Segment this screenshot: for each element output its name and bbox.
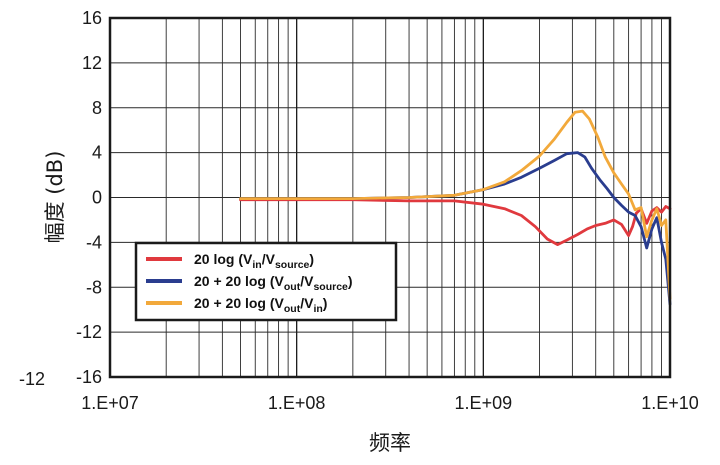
legend: 20 log (Vin/Vsource)20 + 20 log (Vout/Vs…: [134, 241, 398, 322]
y-tick-label: 12: [82, 53, 102, 73]
series-line-1: [239, 198, 672, 247]
tick-labels: 16 12 8 4 0 -4 -8 -12 -16 1.E+07 1.E+08 1.E+09 1.E+1…: [76, 8, 699, 413]
x-tick-label: 1.E+08: [268, 393, 326, 413]
y-tick-label: -16: [76, 367, 102, 387]
y-tick-label: 8: [92, 98, 102, 118]
y-tick-label: 4: [92, 143, 102, 163]
x-tick-label: 1.E+10: [641, 393, 699, 413]
legend-label-3: 20 + 20 log (Vout/Vin): [194, 295, 327, 315]
series-line-3: [239, 109, 672, 300]
y-tick-label: 16: [82, 8, 102, 28]
extra-left-label: -12: [19, 369, 45, 389]
y-tick-label: -4: [86, 232, 102, 252]
legend-label-2: 20 + 20 log (Vout/Vsource): [194, 273, 353, 293]
y-tick-label: -12: [76, 322, 102, 342]
x-tick-label: 1.E+09: [455, 393, 513, 413]
x-axis-title: 频率: [369, 431, 411, 455]
plot-frame: [108, 16, 672, 379]
series-layer: [239, 109, 672, 306]
y-axis-title: 幅度 (dB): [43, 151, 67, 244]
y-tick-label: 0: [92, 188, 102, 208]
legend-label-1: 20 log (Vin/Vsource): [194, 251, 314, 271]
y-tick-label: -8: [86, 277, 102, 297]
x-tick-label: 1.E+07: [81, 393, 139, 413]
